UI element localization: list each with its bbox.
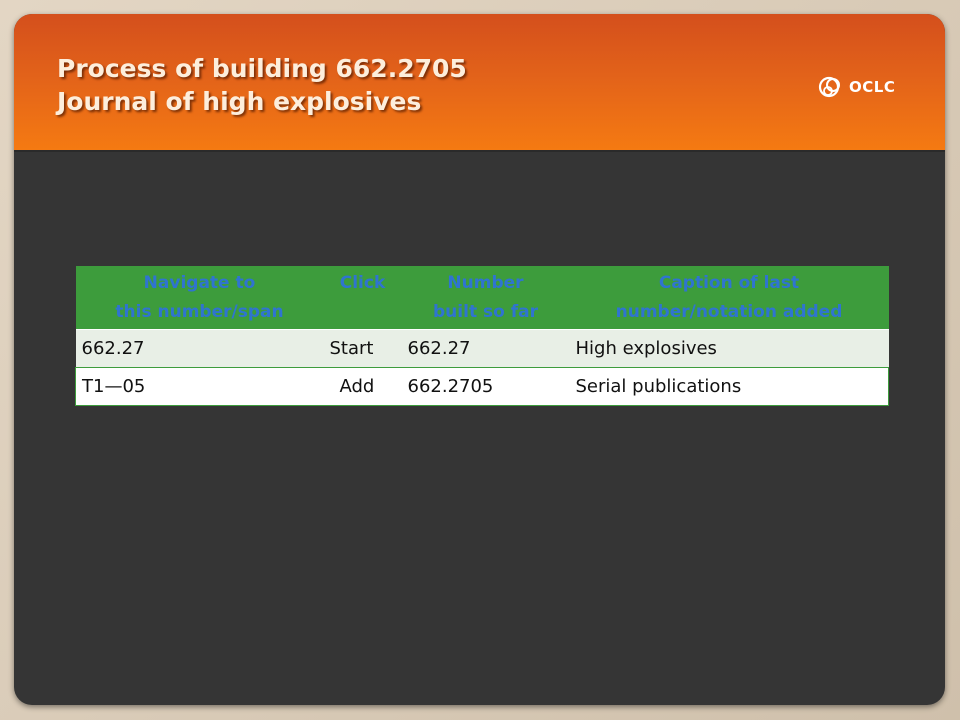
build-process-table: Navigate to this number/span Click Numbe…: [75, 266, 889, 406]
cell-number: 662.2705: [401, 367, 570, 406]
oclc-logo-text: OCLC: [849, 78, 896, 96]
slide-title-line-2: Journal of high explosives: [57, 87, 422, 116]
cell-click: Start: [323, 329, 402, 368]
cell-caption: High explosives: [569, 329, 889, 368]
table-row: T1—05 Add 662.2705 Serial publications: [75, 367, 889, 406]
header-caption: Caption of last number/notation added: [569, 266, 889, 330]
slide-title: Process of building 662.2705 Journal of …: [57, 52, 467, 118]
cell-navigate: T1—05: [75, 367, 324, 406]
header-number: Number built so far: [401, 266, 570, 330]
header-click: Click: [323, 266, 402, 330]
table-header-row: Navigate to this number/span Click Numbe…: [75, 266, 889, 330]
cell-click: Add: [323, 367, 402, 406]
slide-title-line-1: Process of building 662.2705: [57, 54, 467, 83]
header-navigate: Navigate to this number/span: [75, 266, 324, 330]
cell-caption: Serial publications: [569, 367, 889, 406]
oclc-logo: OCLC: [818, 72, 918, 102]
header-bar: Process of building 662.2705 Journal of …: [14, 14, 945, 152]
table-row: 662.27 Start 662.27 High explosives: [75, 329, 889, 368]
cell-navigate: 662.27: [75, 329, 324, 368]
slide: Process of building 662.2705 Journal of …: [14, 14, 945, 705]
oclc-logo-icon: [818, 76, 840, 98]
cell-number: 662.27: [401, 329, 570, 368]
